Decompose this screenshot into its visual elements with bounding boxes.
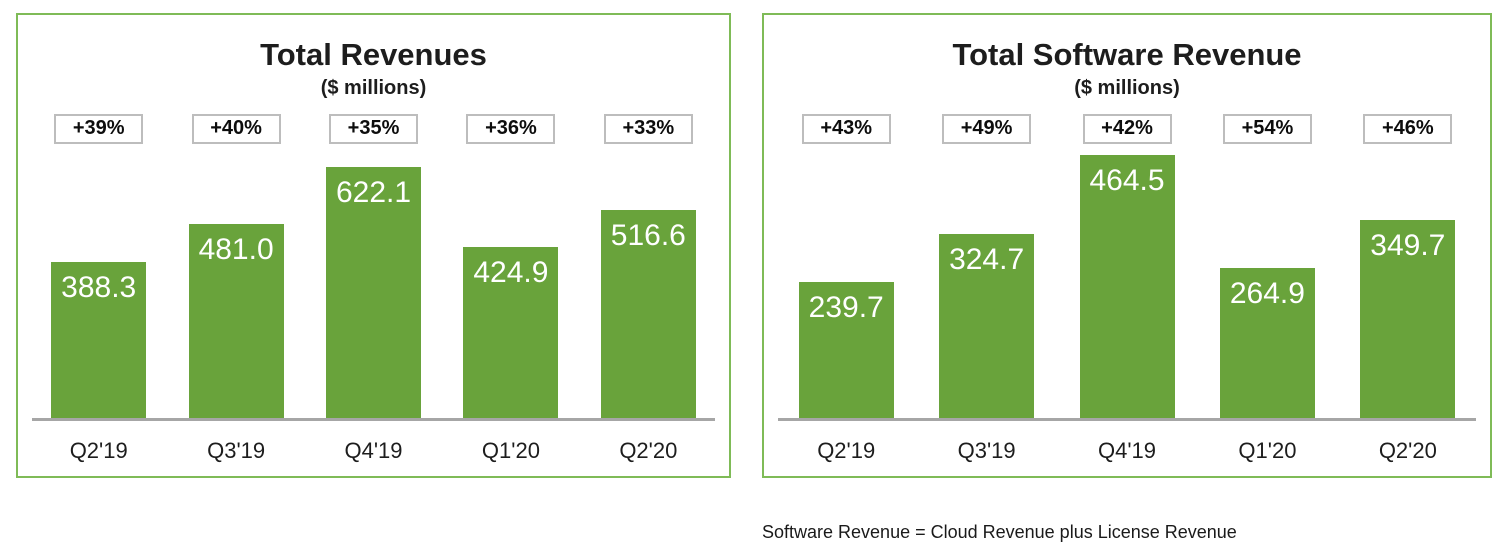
bar-value-label: 424.9 <box>473 256 549 289</box>
bar-value-label: 349.7 <box>1370 229 1446 262</box>
growth-badge: +39% <box>54 113 144 144</box>
bar-value-label: 324.7 <box>949 243 1025 276</box>
revenue-bar: 516.6 <box>600 210 696 418</box>
x-axis-label: Q4'19 <box>344 438 403 463</box>
revenue-bar: 481.0 <box>188 224 284 418</box>
bar-column: 516.6 <box>580 210 717 418</box>
growth-badge: +49% <box>942 113 1032 144</box>
growth-badge-cell: +42% <box>1057 113 1197 144</box>
growth-badge-cell: +40% <box>167 113 304 144</box>
growth-badges-row: +43% +49% +42% +54% +46% <box>776 113 1478 144</box>
revenue-bar: 464.5 <box>1079 155 1175 418</box>
revenue-bar: 264.9 <box>1219 268 1315 418</box>
bar-column: 622.1 <box>305 167 442 418</box>
bar-column: 264.9 <box>1197 268 1337 418</box>
x-axis-labels-row: Q2'19 Q3'19 Q4'19 Q1'20 Q2'20 <box>30 438 717 464</box>
growth-badge-cell: +33% <box>580 113 717 144</box>
chart-panel-total-revenues: Total Revenues ($ millions) +39% +40% +35%… <box>16 13 731 478</box>
chart-subtitle: ($ millions) <box>1074 77 1180 99</box>
x-axis-label: Q2'20 <box>619 438 678 463</box>
chart-title: Total Revenues <box>260 37 487 72</box>
x-axis-label: Q3'19 <box>957 438 1016 463</box>
chart-panel-total-software-revenue: Total Software Revenue ($ millions) +43%… <box>762 13 1492 478</box>
bar-column: 464.5 <box>1057 155 1197 418</box>
footnote: Software Revenue = Cloud Revenue plus Li… <box>762 522 1237 542</box>
plot-area: 239.7 324.7 464.5 264.9 349.7 <box>776 152 1478 418</box>
bar-value-label: 264.9 <box>1229 277 1305 310</box>
growth-badge: +54% <box>1222 113 1312 144</box>
x-axis-labels-row: Q2'19 Q3'19 Q4'19 Q1'20 Q2'20 <box>776 438 1478 464</box>
x-axis-line <box>778 418 1476 421</box>
growth-badge-cell: +35% <box>305 113 442 144</box>
revenue-bar: 239.7 <box>798 282 894 418</box>
x-axis-label: Q3'19 <box>207 438 266 463</box>
x-axis-label: Q2'19 <box>69 438 128 463</box>
x-axis-label: Q1'20 <box>1238 438 1297 463</box>
growth-badge: +42% <box>1082 113 1172 144</box>
growth-badge: +35% <box>329 113 419 144</box>
bar-value-label: 516.6 <box>610 219 686 252</box>
bar-column: 481.0 <box>167 224 304 418</box>
revenue-bar: 424.9 <box>463 247 559 418</box>
bar-value-label: 388.3 <box>61 271 137 304</box>
x-axis-label: Q4'19 <box>1098 438 1157 463</box>
growth-badge-cell: +46% <box>1338 113 1478 144</box>
bar-column: 324.7 <box>916 234 1056 418</box>
growth-badge-cell: +49% <box>916 113 1056 144</box>
bar-column: 388.3 <box>30 262 167 418</box>
chart-subtitle: ($ millions) <box>320 77 427 99</box>
growth-badge: +36% <box>466 113 556 144</box>
revenue-bar: 349.7 <box>1360 220 1456 418</box>
growth-badge: +40% <box>191 113 281 144</box>
bar-column: 349.7 <box>1338 220 1478 418</box>
bar-column: 239.7 <box>776 282 916 418</box>
growth-badge: +33% <box>603 113 693 144</box>
revenue-bar: 622.1 <box>326 167 422 418</box>
bar-value-label: 622.1 <box>335 176 412 209</box>
growth-badge: +46% <box>1363 113 1453 144</box>
growth-badges-row: +39% +40% +35% +36% +33% <box>30 113 717 144</box>
growth-badge-cell: +36% <box>442 113 579 144</box>
bar-column: 424.9 <box>442 247 579 418</box>
revenue-bar: 324.7 <box>939 234 1035 418</box>
bar-value-label: 481.0 <box>198 233 274 266</box>
x-axis-label: Q2'20 <box>1378 438 1437 463</box>
growth-badge-cell: +43% <box>776 113 916 144</box>
plot-area: 388.3 481.0 622.1 424.9 516.6 <box>30 152 717 418</box>
chart-title: Total Software Revenue <box>952 37 1302 72</box>
growth-badge-cell: +39% <box>30 113 167 144</box>
x-axis-label: Q1'20 <box>481 438 540 463</box>
growth-badge: +43% <box>801 113 891 144</box>
revenue-bar: 388.3 <box>51 262 147 418</box>
bar-value-label: 239.7 <box>808 291 884 324</box>
x-axis-line <box>32 418 715 421</box>
charts-row: Total Revenues ($ millions) +39% +40% +35%… <box>16 13 1492 478</box>
bar-value-label: 464.5 <box>1089 164 1165 197</box>
growth-badge-cell: +54% <box>1197 113 1337 144</box>
x-axis-label: Q2'19 <box>817 438 876 463</box>
